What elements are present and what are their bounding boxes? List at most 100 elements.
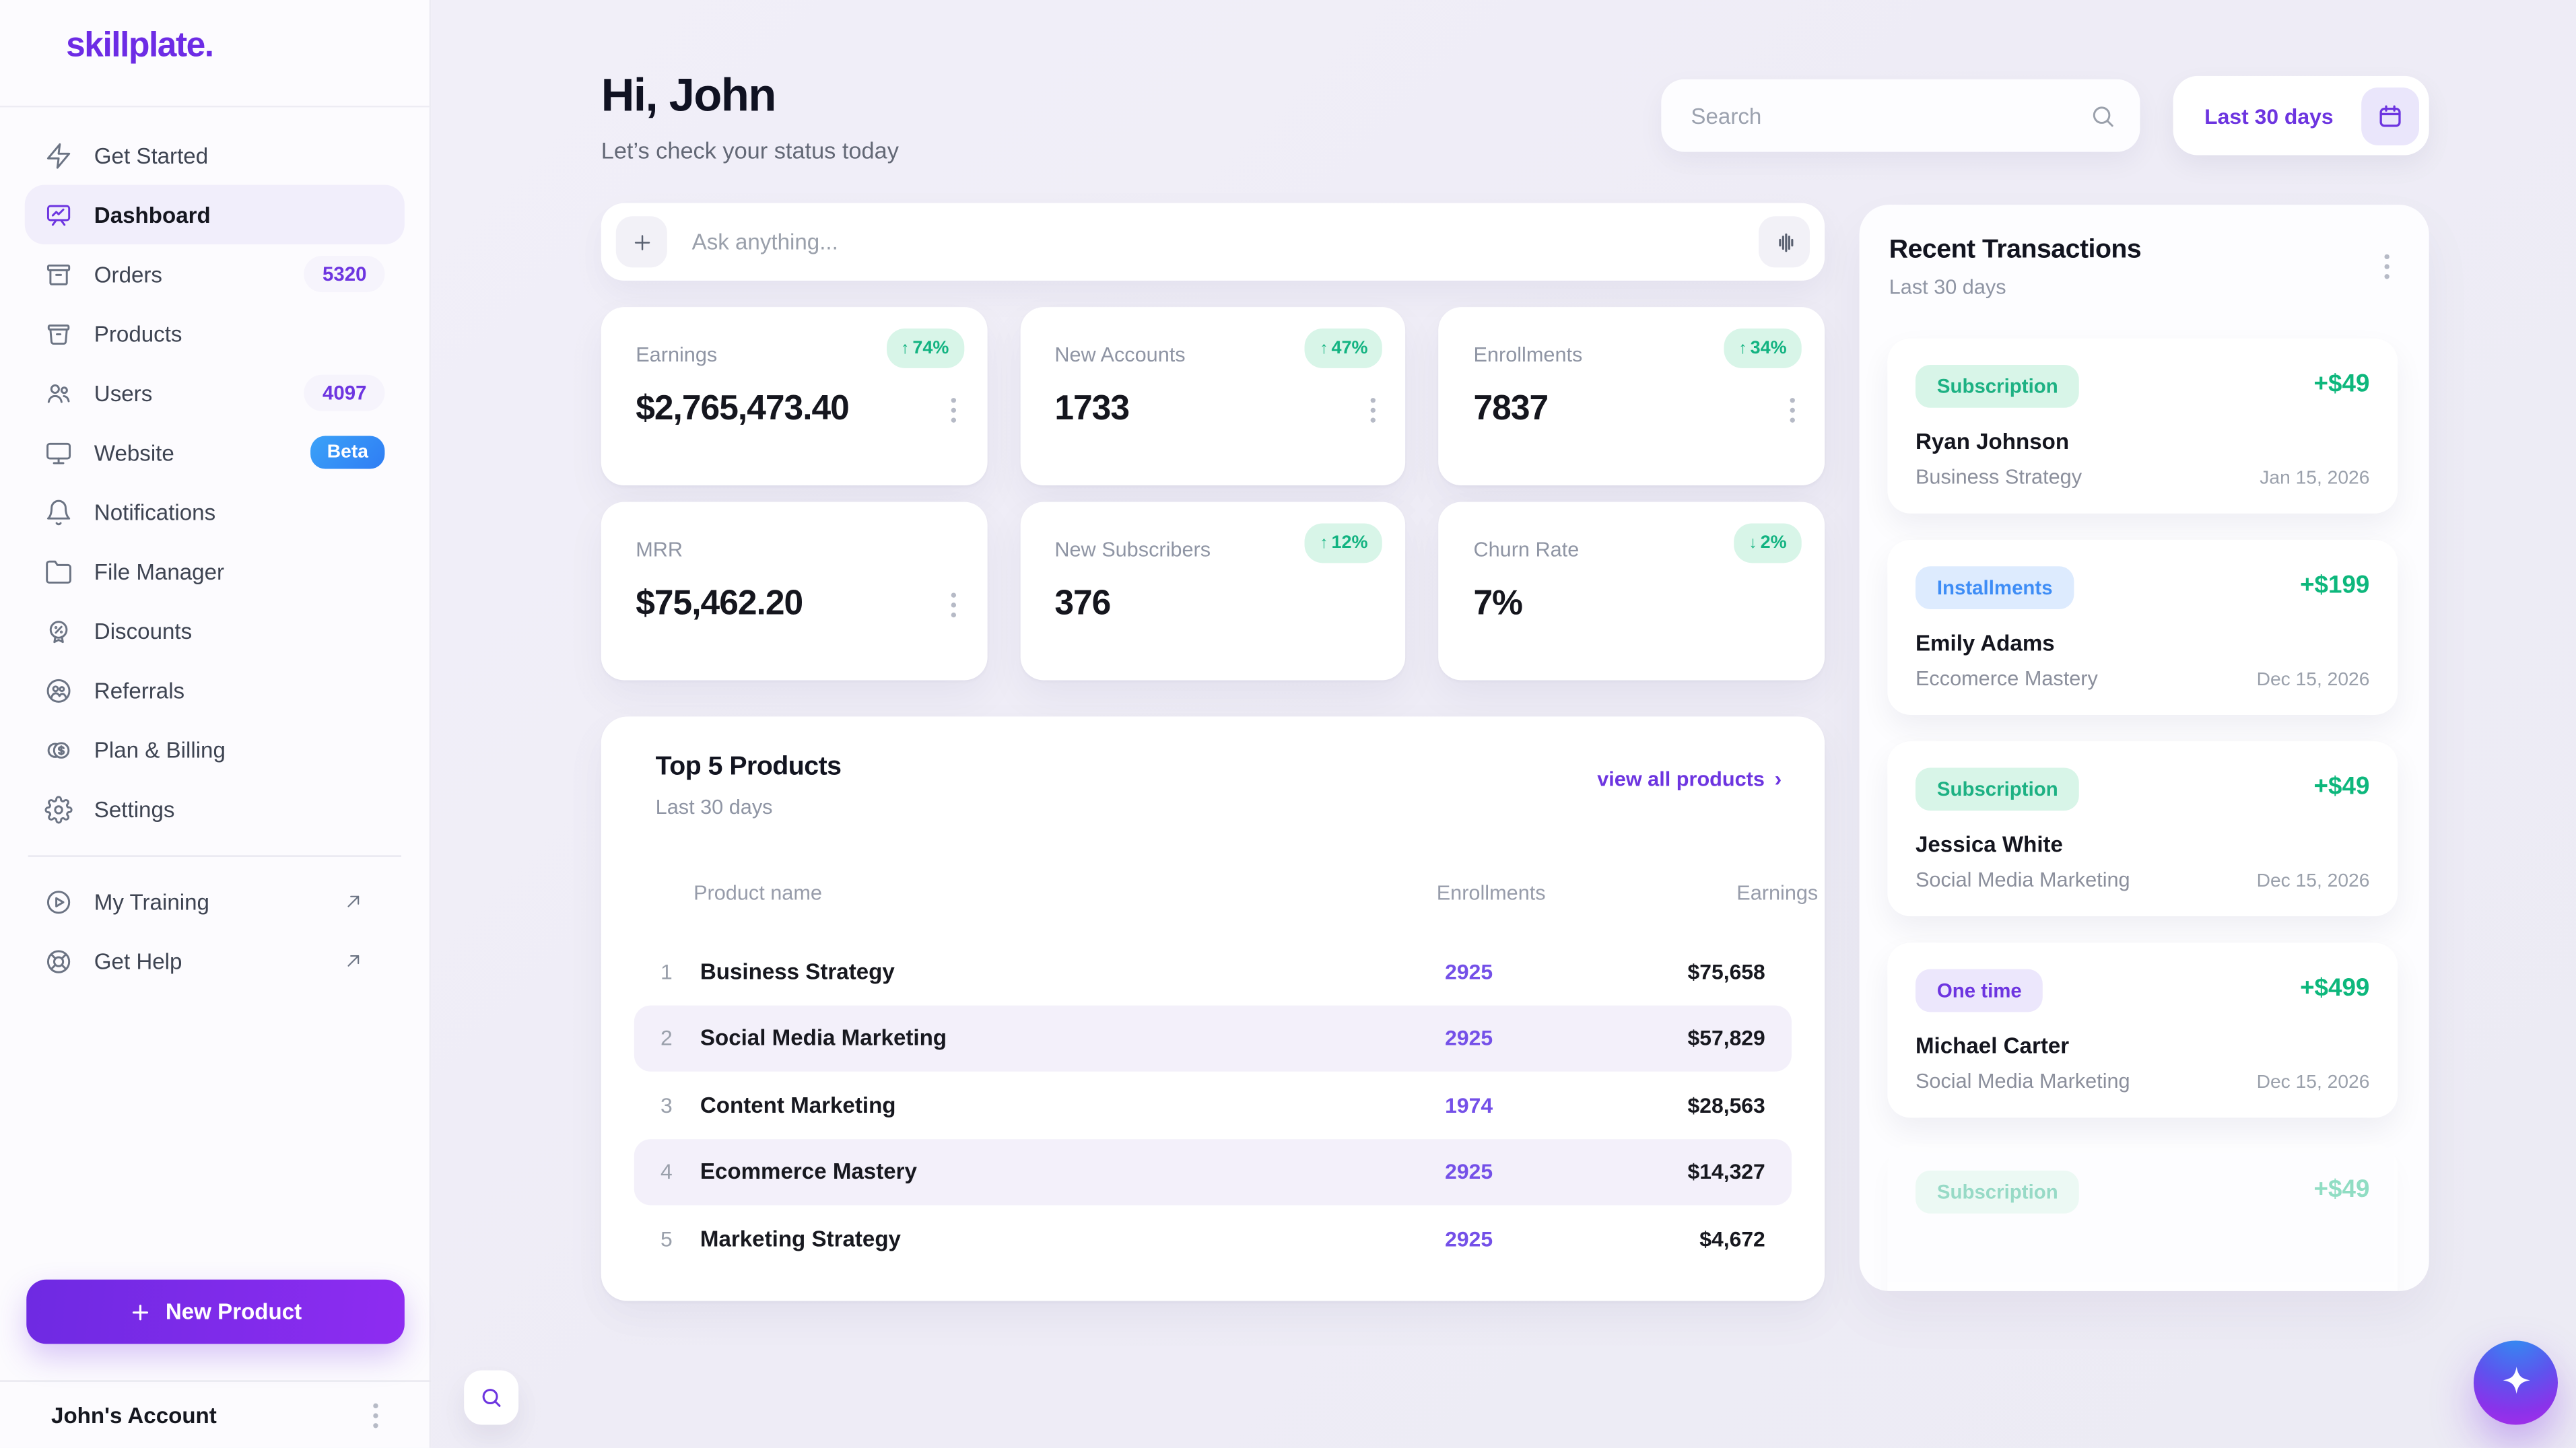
monitor-icon (46, 442, 71, 464)
transaction-type-badge: One time (1915, 969, 2043, 1012)
ask-add-button[interactable] (615, 216, 667, 268)
search-icon (482, 1389, 501, 1407)
sidebar-item-website[interactable]: Website Beta (25, 423, 405, 482)
transaction-product: Eccomerce Mastery (1915, 666, 2098, 691)
sidebar-item-plan-billing[interactable]: Plan & Billing (25, 720, 405, 779)
waveform-icon (1778, 232, 1793, 252)
stats-grid: Earnings 74% $2,765,473.40 New Accounts … (601, 307, 1825, 681)
users-count-badge: 4097 (304, 374, 385, 411)
sidebar-item-notifications[interactable]: Notifications (25, 482, 405, 541)
sidebar-item-products[interactable]: Products (25, 304, 405, 363)
stat-value: $2,765,473.40 (636, 389, 850, 428)
top-products-subtitle: Last 30 days (655, 796, 773, 819)
new-product-label: New Product (165, 1299, 302, 1324)
transactions-menu-kebab[interactable] (2369, 251, 2402, 283)
product-row[interactable]: 3 Content Marketing 1974 $28,563 (660, 1092, 1765, 1117)
top-products-card: Top 5 Products Last 30 days view all pro… (601, 716, 1825, 1301)
sidebar-section-divider (28, 855, 401, 857)
delta-badge: 12% (1305, 523, 1383, 563)
external-link-icon (347, 955, 360, 967)
stat-label: MRR (636, 538, 683, 561)
stat-label: New Accounts (1054, 343, 1186, 367)
products-icon (47, 323, 70, 344)
quick-search-button[interactable] (464, 1370, 519, 1425)
account-row[interactable]: John's Account (0, 1382, 431, 1448)
stat-card-earnings: Earnings 74% $2,765,473.40 (601, 307, 987, 486)
sidebar-item-label: Users (94, 380, 153, 406)
search-input[interactable] (1687, 101, 2089, 130)
transaction-amount: +$49 (2313, 370, 2370, 399)
sidebar-item-settings[interactable]: Settings (25, 780, 405, 839)
transaction-amount: +$499 (2300, 974, 2370, 1002)
beta-badge: Beta (310, 436, 385, 469)
transaction-date: Dec 15, 2026 (2256, 1073, 2370, 1093)
transaction-product: Social Media Marketing (1915, 1070, 2130, 1093)
sidebar-item-referrals[interactable]: Referrals (25, 660, 405, 720)
sidebar-item-my-training[interactable]: My Training (25, 872, 405, 931)
column-enrollments: Enrollments (1436, 881, 1546, 905)
view-all-products-link[interactable]: view all products (1597, 766, 1782, 790)
sidebar-item-label: File Manager (94, 559, 225, 584)
sidebar-item-get-help[interactable]: Get Help (25, 931, 405, 990)
sidebar-item-get-started[interactable]: Get Started (25, 125, 405, 184)
sidebar-item-users[interactable]: Users 4097 (25, 364, 405, 423)
calendar-button[interactable] (2361, 86, 2420, 145)
top-products-title: Top 5 Products (655, 753, 842, 782)
stat-value: 1733 (1054, 389, 1130, 428)
stat-card-churn-rate: Churn Rate 2% 7% (1438, 502, 1825, 681)
stat-card-new-accounts: New Accounts 47% 1733 (1019, 307, 1406, 486)
sidebar-item-label: Settings (94, 796, 175, 822)
orders-count-badge: 5320 (304, 256, 385, 293)
transaction-customer: Michael Carter (1915, 1033, 2070, 1059)
sidebar-item-orders[interactable]: Orders 5320 (25, 244, 405, 304)
voice-input-button[interactable] (1758, 216, 1810, 268)
new-product-button[interactable]: New Product (26, 1279, 405, 1344)
sidebar-item-label: My Training (94, 889, 209, 914)
transaction-type-badge: Subscription (1915, 767, 2080, 811)
sidebar-item-discounts[interactable]: Discounts (25, 601, 405, 660)
users-icon (47, 383, 70, 403)
transaction-date: Jan 15, 2026 (2260, 469, 2370, 489)
sidebar-item-label: Notifications (94, 499, 216, 524)
stat-menu-kebab[interactable] (937, 394, 970, 426)
sidebar-item-file-manager[interactable]: File Manager (25, 541, 405, 600)
sidebar: skillplate. Get Started Dashboard Orders… (0, 0, 432, 1448)
transaction-card[interactable]: Subscription +$49 (1887, 1144, 2398, 1291)
date-range-selector[interactable]: Last 30 days (2173, 75, 2429, 156)
stat-menu-kebab[interactable] (1775, 394, 1808, 426)
zap-icon (46, 142, 71, 168)
plus-icon (634, 234, 650, 250)
stat-menu-kebab[interactable] (937, 590, 970, 621)
transactions-title: Recent Transactions (1889, 236, 2142, 265)
sidebar-bottom-divider (0, 1380, 432, 1382)
account-menu-kebab[interactable] (358, 1400, 391, 1431)
ask-anything-input[interactable] (688, 228, 1759, 256)
lifebuoy-icon (46, 949, 71, 973)
column-product-name: Product name (693, 881, 822, 905)
stat-label: New Subscribers (1054, 538, 1211, 561)
transaction-card[interactable]: One time +$499 Michael Carter Social Med… (1887, 942, 2398, 1118)
transaction-product: Business Strategy (1915, 465, 2082, 489)
stat-card-new-subscribers: New Subscribers 12% 376 (1019, 502, 1406, 681)
global-search (1661, 79, 2140, 152)
transactions-subtitle: Last 30 days (1889, 275, 2006, 299)
products-table-header: Product name Enrollments Earnings (634, 882, 1845, 905)
external-link-icon (347, 895, 360, 907)
stat-menu-kebab[interactable] (1356, 394, 1389, 426)
transaction-card[interactable]: Subscription +$49 Jessica White Social M… (1887, 741, 2398, 917)
transaction-card[interactable]: Installments +$199 Emily Adams Eccomerce… (1887, 539, 2398, 715)
transaction-card[interactable]: Subscription +$49 Ryan Johnson Business … (1887, 338, 2398, 514)
sidebar-item-label: Website (94, 440, 174, 465)
dashboard-icon (46, 204, 71, 226)
ai-assistant-button[interactable] (2473, 1340, 2558, 1425)
product-row[interactable]: 5 Marketing Strategy 2925 $4,672 (660, 1226, 1765, 1251)
product-row[interactable]: 1 Business Strategy 2925 $75,658 (660, 959, 1765, 984)
transaction-amount: +$49 (2313, 1175, 2370, 1204)
product-row[interactable]: 4 Ecommerce Mastery 2925 $14,327 (634, 1138, 1792, 1206)
transaction-amount: +$199 (2300, 571, 2370, 600)
sidebar-item-label: Dashboard (94, 202, 211, 228)
sidebar-item-label: Products (94, 321, 182, 346)
recent-transactions-panel: Recent Transactions Last 30 days Subscri… (1859, 205, 2429, 1291)
sidebar-item-dashboard[interactable]: Dashboard (24, 184, 405, 244)
product-row[interactable]: 2 Social Media Marketing 2925 $57,829 (634, 1004, 1792, 1072)
